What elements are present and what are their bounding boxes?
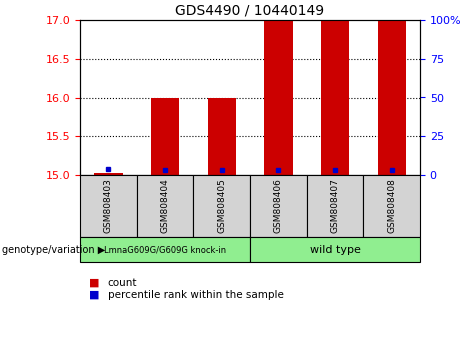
Text: GSM808404: GSM808404 (160, 179, 170, 233)
Text: genotype/variation ▶: genotype/variation ▶ (2, 245, 106, 255)
Bar (264, 20, 292, 175)
Text: GSM808407: GSM808407 (331, 178, 339, 233)
Bar (378, 20, 406, 175)
Text: GSM808405: GSM808405 (217, 178, 226, 233)
Bar (94, 173, 123, 175)
Text: ■: ■ (89, 290, 100, 300)
Text: LmnaG609G/G609G knock-in: LmnaG609G/G609G knock-in (104, 245, 226, 254)
Text: GSM808406: GSM808406 (274, 178, 283, 233)
Text: percentile rank within the sample: percentile rank within the sample (108, 290, 284, 300)
Text: ■: ■ (89, 278, 100, 288)
Bar (321, 20, 349, 175)
Text: wild type: wild type (310, 245, 361, 255)
Bar (151, 97, 179, 175)
Text: GSM808408: GSM808408 (387, 178, 396, 233)
Title: GDS4490 / 10440149: GDS4490 / 10440149 (176, 4, 325, 17)
Text: GSM808403: GSM808403 (104, 178, 113, 233)
Text: count: count (108, 278, 137, 288)
Bar (207, 97, 236, 175)
